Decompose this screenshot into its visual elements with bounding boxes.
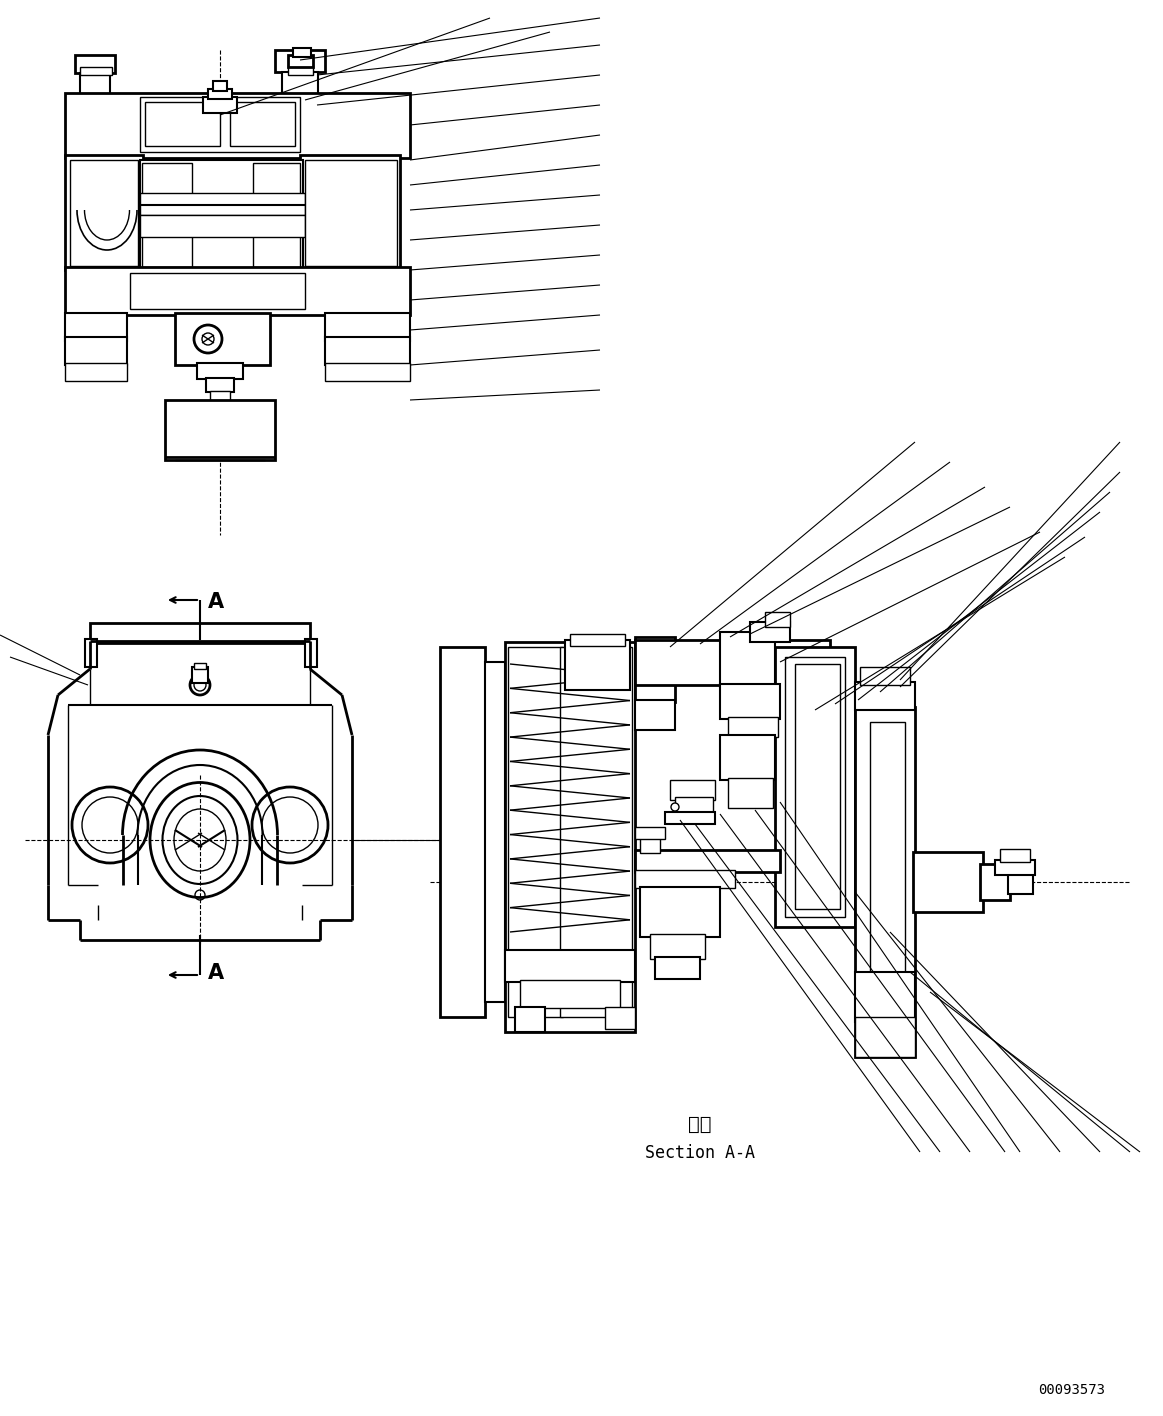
Bar — [204, 98, 237, 113]
Circle shape — [194, 326, 222, 353]
Bar — [197, 362, 243, 379]
Bar — [74, 55, 115, 74]
Bar — [305, 160, 397, 266]
Bar — [855, 707, 915, 1056]
Bar — [65, 362, 127, 381]
Bar — [728, 716, 778, 736]
Bar — [65, 93, 411, 159]
Bar — [505, 641, 635, 1032]
Bar — [440, 647, 485, 1017]
Bar — [859, 667, 909, 685]
Bar — [140, 98, 300, 152]
Bar — [80, 67, 112, 75]
Circle shape — [202, 333, 214, 346]
Bar — [720, 735, 775, 780]
Bar — [855, 1017, 915, 1056]
Bar — [174, 313, 270, 365]
Bar — [665, 811, 715, 824]
Bar — [300, 154, 400, 270]
Bar — [505, 950, 635, 983]
Text: A: A — [208, 963, 224, 983]
Bar — [765, 612, 790, 627]
Bar — [80, 74, 110, 95]
Bar — [85, 639, 97, 667]
Bar — [90, 623, 311, 643]
Bar — [515, 1007, 545, 1032]
Bar — [570, 634, 625, 646]
Bar — [208, 89, 231, 99]
Bar — [140, 215, 305, 236]
Bar — [230, 102, 295, 146]
Bar — [655, 957, 700, 978]
Bar — [996, 860, 1035, 875]
Bar — [324, 337, 411, 365]
Bar — [140, 160, 304, 270]
Bar — [750, 622, 790, 641]
Bar — [675, 797, 713, 816]
Bar — [565, 640, 630, 690]
Bar — [206, 378, 234, 392]
Bar — [65, 337, 127, 365]
Bar — [720, 684, 780, 719]
Bar — [192, 667, 208, 683]
Bar — [274, 50, 324, 72]
Bar — [281, 72, 317, 96]
Bar — [288, 55, 313, 67]
Bar — [720, 632, 775, 687]
Bar — [855, 971, 915, 1022]
Bar — [775, 647, 855, 927]
Bar — [324, 313, 411, 341]
Bar — [785, 657, 846, 918]
Bar — [561, 647, 632, 1017]
Text: Section A-A: Section A-A — [645, 1144, 755, 1163]
Bar — [913, 852, 983, 912]
Bar — [520, 980, 620, 1008]
Bar — [65, 154, 143, 270]
Bar — [670, 780, 715, 800]
Bar — [145, 102, 220, 146]
Bar — [635, 637, 675, 702]
Circle shape — [671, 803, 679, 811]
Bar — [635, 827, 665, 840]
Bar — [288, 65, 313, 75]
Text: A: A — [208, 592, 224, 612]
Bar — [635, 869, 735, 888]
Bar — [650, 935, 705, 959]
Bar — [728, 777, 773, 809]
Bar — [485, 663, 505, 1003]
Text: 断面: 断面 — [688, 1116, 712, 1134]
Bar — [640, 886, 720, 937]
Bar — [213, 81, 227, 91]
Bar — [65, 313, 127, 341]
Bar — [1000, 850, 1030, 862]
Bar — [1008, 869, 1033, 893]
Bar — [855, 683, 915, 709]
Bar — [640, 837, 659, 852]
Bar — [142, 163, 192, 268]
Bar — [65, 268, 411, 314]
Bar — [635, 700, 675, 731]
Bar — [980, 864, 1009, 901]
Bar — [293, 48, 311, 57]
Bar — [870, 722, 905, 1042]
Bar — [254, 163, 300, 268]
Bar — [165, 399, 274, 460]
Text: 00093573: 00093573 — [1039, 1383, 1105, 1398]
Bar — [795, 664, 840, 909]
Bar — [305, 639, 317, 667]
Bar — [605, 1007, 635, 1029]
Bar — [211, 391, 230, 401]
Bar — [140, 193, 305, 215]
Bar — [194, 663, 206, 668]
Bar — [130, 273, 305, 309]
Bar — [508, 647, 563, 1017]
Bar — [70, 160, 138, 266]
Bar — [635, 640, 830, 685]
Bar — [324, 362, 411, 381]
Bar — [635, 850, 780, 872]
